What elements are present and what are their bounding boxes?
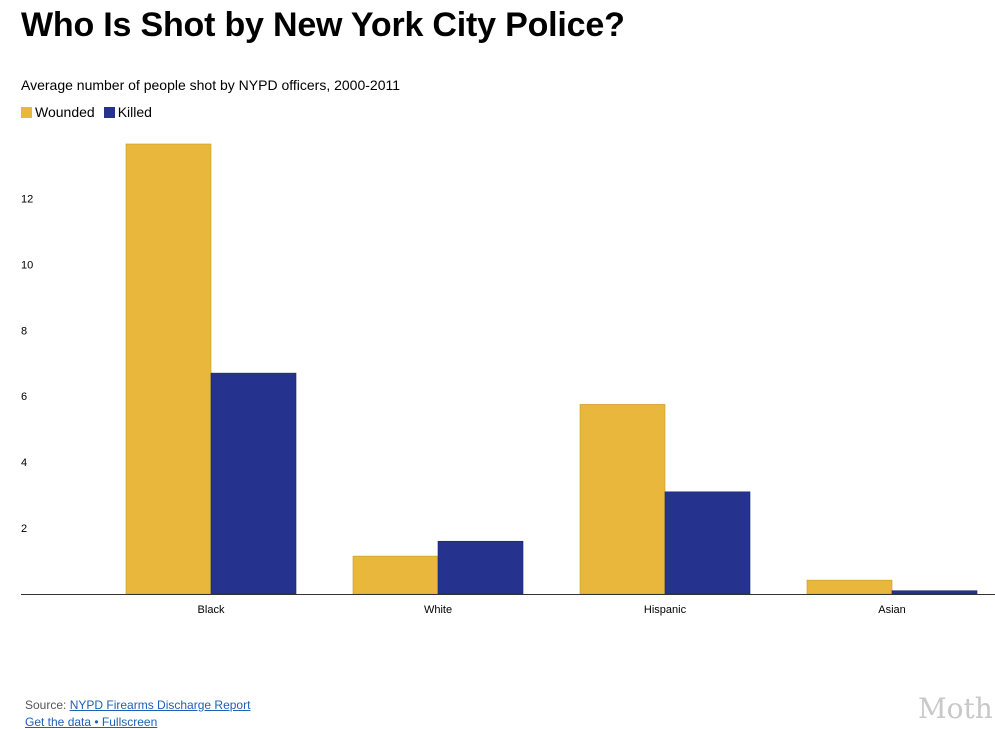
publisher-logo: Moth [918,692,993,725]
chart-title: Who Is Shot by New York City Police? [21,6,625,44]
legend-label-killed: Killed [117,104,152,120]
source-line: Source: NYPD Firearms Discharge Report [25,698,250,712]
data-links: Get the data • Fullscreen [25,715,157,729]
legend-item-wounded: Wounded [21,104,95,120]
y-tick-label: 10 [21,259,33,271]
bar-wounded-black [125,143,212,595]
get-data-link[interactable]: Get the data • Fullscreen [25,715,158,729]
source-link[interactable]: NYPD Firearms Discharge Report [69,698,251,712]
bar-killed-white [437,540,524,595]
source-prefix: Source: [25,698,67,712]
bar-killed-black [210,372,297,595]
legend-item-killed: Killed [103,104,152,120]
legend-swatch-wounded [21,106,32,118]
x-tick-label: White [424,604,452,616]
x-tick-label: Hispanic [644,604,687,616]
bar-killed-asian [891,590,978,595]
bar-killed-hispanic [664,491,751,595]
legend: Wounded Killed [21,104,161,120]
bar-wounded-hispanic [579,404,666,595]
y-tick-label: 6 [21,391,27,403]
y-tick-label: 12 [21,193,33,205]
legend-swatch-killed [103,106,115,118]
bar-chart: 2 4 6 8 10 12 Black White Hispanic Asian [21,143,995,616]
y-tick-label: 2 [21,523,27,535]
x-tick-label: Black [198,604,225,616]
chart-subtitle: Average number of people shot by NYPD of… [21,77,401,93]
x-tick-label: Asian [878,604,906,616]
legend-label-wounded: Wounded [35,104,95,120]
y-tick-label: 8 [21,325,27,337]
bar-wounded-white [352,555,439,595]
bar-wounded-asian [806,579,893,595]
y-tick-label: 4 [21,457,27,469]
